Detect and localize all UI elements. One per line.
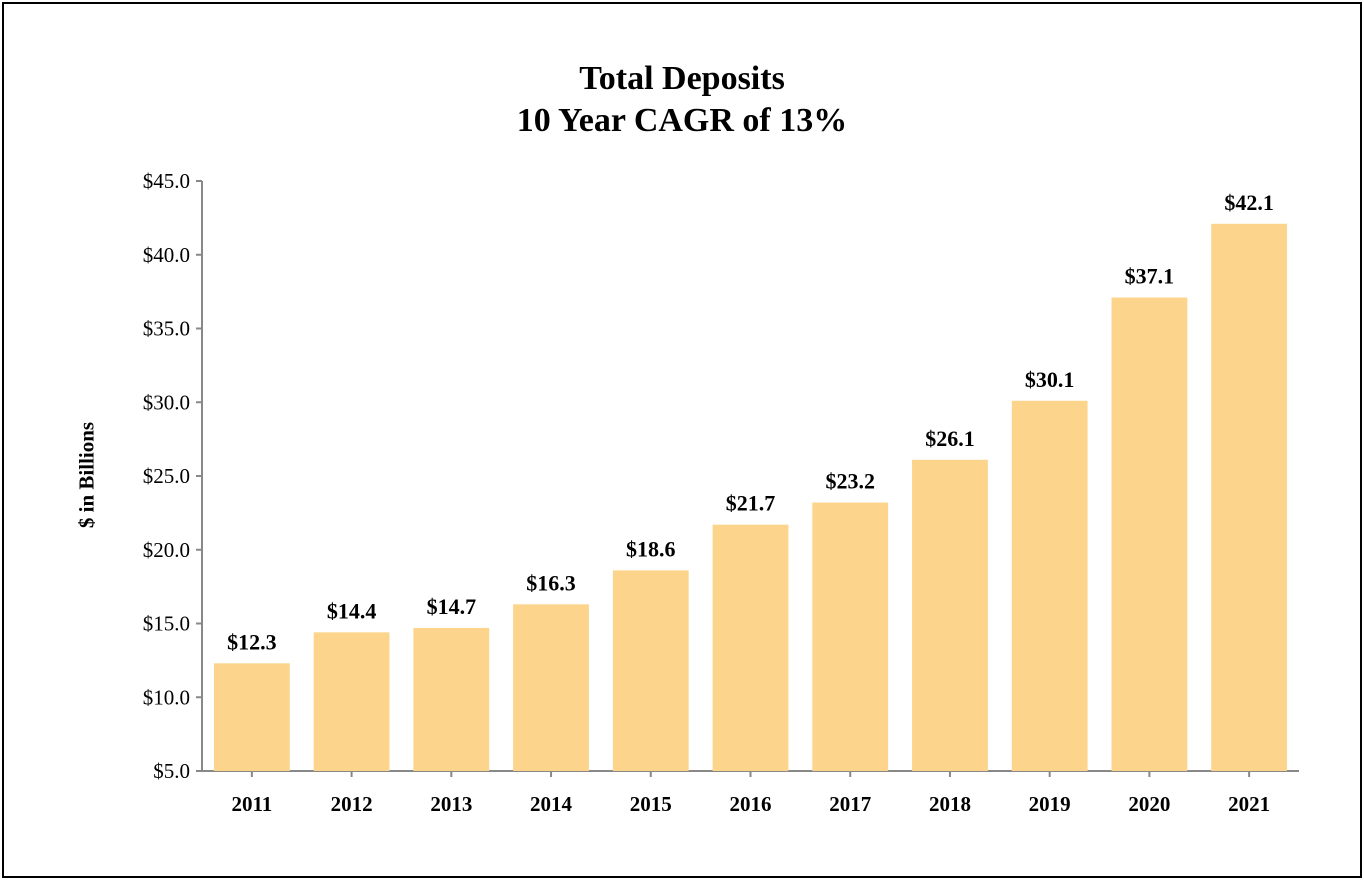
data-label: $21.7 xyxy=(726,491,776,516)
x-axis: 2011 2012 2013 2014 2015 2016 2017 2018 2019 2020… xyxy=(202,770,1299,816)
y-tick-label: $35.0 xyxy=(143,317,190,341)
x-tick-label: 2018 xyxy=(929,792,971,816)
x-tick-label: 2012 xyxy=(331,792,373,816)
data-label: $16.3 xyxy=(526,570,576,595)
y-tick-label: $30.0 xyxy=(143,390,190,414)
x-tick-label: 2020 xyxy=(1128,792,1170,816)
chart-title-block: Total Deposits 10 Year CAGR of 13% xyxy=(0,58,1364,142)
data-label: $30.1 xyxy=(1025,367,1075,392)
x-tick-label: 2017 xyxy=(829,792,871,816)
y-tick-label: $15.0 xyxy=(143,612,190,636)
bar xyxy=(612,570,689,771)
data-label: $42.1 xyxy=(1224,190,1274,215)
x-tick-label: 2011 xyxy=(231,792,272,816)
x-tick-label: 2021 xyxy=(1228,792,1270,816)
data-label: $14.4 xyxy=(327,598,377,623)
y-tick-label: $40.0 xyxy=(143,243,190,267)
bar xyxy=(213,663,290,771)
bar xyxy=(1111,297,1188,771)
data-label: $23.2 xyxy=(825,469,875,494)
bar xyxy=(812,502,889,771)
x-tick-label: 2015 xyxy=(630,792,672,816)
data-label: $14.7 xyxy=(427,594,477,619)
x-tick-label: 2016 xyxy=(730,792,772,816)
y-tick-label: $25.0 xyxy=(143,464,190,488)
bar xyxy=(313,632,390,771)
chart-subtitle: 10 Year CAGR of 13% xyxy=(516,102,848,139)
bar xyxy=(513,604,589,771)
x-tick-label: 2014 xyxy=(530,792,573,816)
data-labels: $12.3 $14.4 $14.7 $16.3 $18.6 $21.7 $23.2 $26.1… xyxy=(227,190,1274,655)
y-tick-label: $10.0 xyxy=(143,685,190,709)
data-label: $26.1 xyxy=(925,426,975,451)
x-tick-label: 2019 xyxy=(1029,792,1071,816)
bar xyxy=(413,627,490,771)
data-label: $12.3 xyxy=(227,629,277,654)
data-label: $37.1 xyxy=(1125,264,1175,289)
chart-title: Total Deposits xyxy=(579,60,785,97)
y-axis: $5.0 $10.0 $15.0 $20.0 $25.0 $30.0 $35.0 $40.0 $… xyxy=(143,169,203,783)
bar xyxy=(1211,223,1288,771)
bar xyxy=(1011,400,1088,771)
data-label: $18.6 xyxy=(626,536,676,561)
bars xyxy=(213,223,1288,771)
bar xyxy=(912,459,988,771)
bar xyxy=(712,524,789,771)
y-tick-label: $45.0 xyxy=(143,169,190,193)
y-tick-label: $20.0 xyxy=(143,538,190,562)
x-tick-label: 2013 xyxy=(430,792,472,816)
y-tick-label: $5.0 xyxy=(153,759,190,783)
